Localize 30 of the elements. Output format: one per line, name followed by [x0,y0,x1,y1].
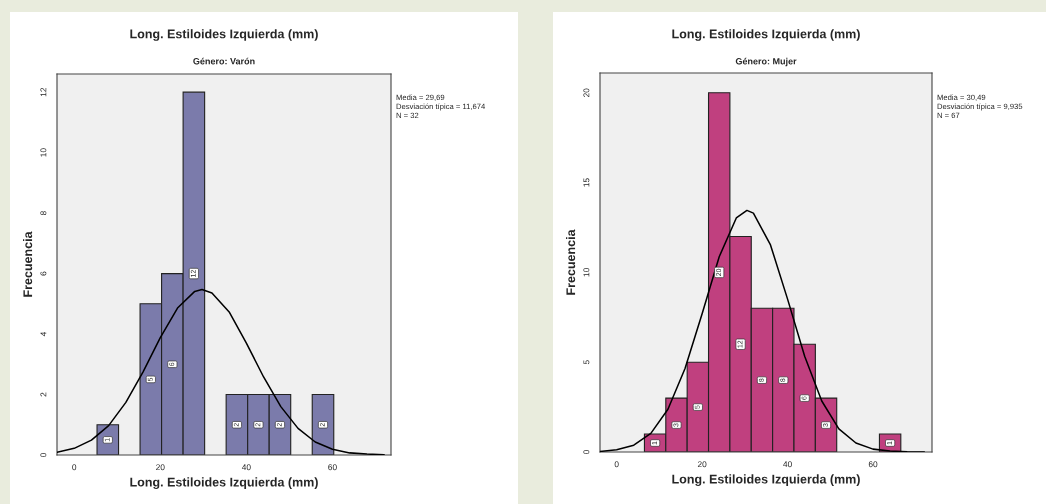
y-tick-label: 10 [583,268,590,277]
y-tick-label: 5 [583,360,590,365]
line-series [600,209,926,452]
x-tick-label: 40 [241,464,251,471]
x-tick-label: 60 [328,464,337,471]
chart-title: Long. Estiloides Izquierda (mm) [130,29,318,41]
y-tick-label: 4 [40,331,47,337]
x-tick-label: 0 [72,464,77,471]
chart-subtitle: Género: Mujer [735,57,797,67]
x-axis-title: Long. Estiloides Izquierda (mm) [130,477,318,490]
x-tick-label: 60 [868,461,878,468]
y-tick-label: 10 [40,148,47,157]
x-axis-title: Long. Estiloides Izquierda (mm) [672,474,860,487]
x-tick-label: 20 [156,464,165,471]
x-tick-label: 20 [697,461,707,468]
y-axis-title: Frecuencia [23,231,33,297]
y-tick-label: 12 [40,87,47,97]
chart-title: Long. Estiloides Izquierda (mm) [672,29,860,41]
x-tick-label: 0 [614,461,619,468]
y-axis-title: Frecuencia [566,229,576,295]
y-tick-label: 15 [583,178,590,187]
y-tick-label: 8 [40,211,47,216]
line-series [57,288,385,455]
y-tick-label: 2 [40,392,47,397]
y-tick-label: 6 [40,271,47,276]
y-tick-label: 0 [583,450,590,454]
x-tick-label: 40 [783,461,792,468]
y-tick-label: 0 [40,453,47,457]
chart-subtitle: Género: Varón [193,57,255,65]
y-tick-label: 20 [583,88,590,97]
